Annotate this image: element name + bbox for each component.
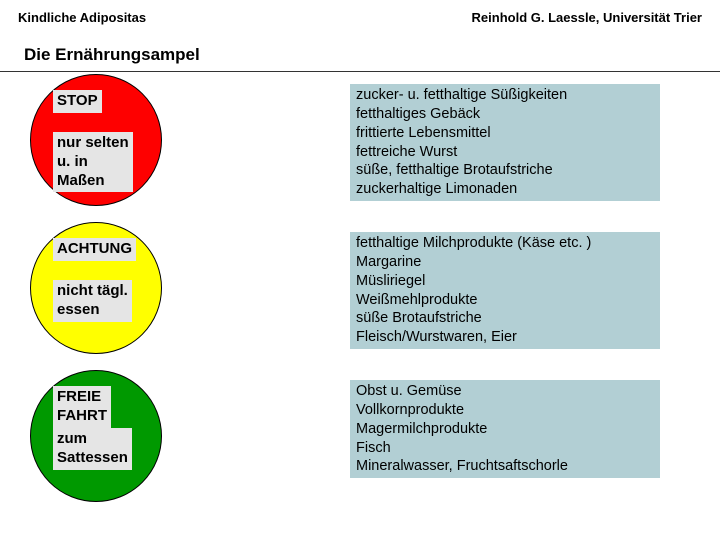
page-title: Die Ernährungsampel [0,31,720,71]
label-caution-bot: nicht tägl. essen [53,280,132,322]
header-left: Kindliche Adipositas [18,10,146,25]
row-caution: ACHTUNG nicht tägl. essen fetthaltige Mi… [0,220,720,360]
desc-yellow: fetthaltige Milchprodukte (Käse etc. ) M… [350,232,660,349]
header: Kindliche Adipositas Reinhold G. Laessle… [0,0,720,31]
row-stop: STOP nur selten u. in Maßen zucker- u. f… [0,72,720,212]
desc-red: zucker- u. fetthaltige Süßigkeiten fetth… [350,84,660,201]
label-go-top: FREIE FAHRT [53,386,111,428]
label-stop-bot: nur selten u. in Maßen [53,132,133,192]
desc-green: Obst u. Gemüse Vollkornprodukte Magermil… [350,380,660,478]
row-go: FREIE FAHRT zum Sattessen Obst u. Gemüse… [0,368,720,508]
content: STOP nur selten u. in Maßen zucker- u. f… [0,72,720,522]
label-go-bot: zum Sattessen [53,428,132,470]
header-right: Reinhold G. Laessle, Universität Trier [472,10,702,25]
label-stop-top: STOP [53,90,102,113]
label-caution-top: ACHTUNG [53,238,136,261]
